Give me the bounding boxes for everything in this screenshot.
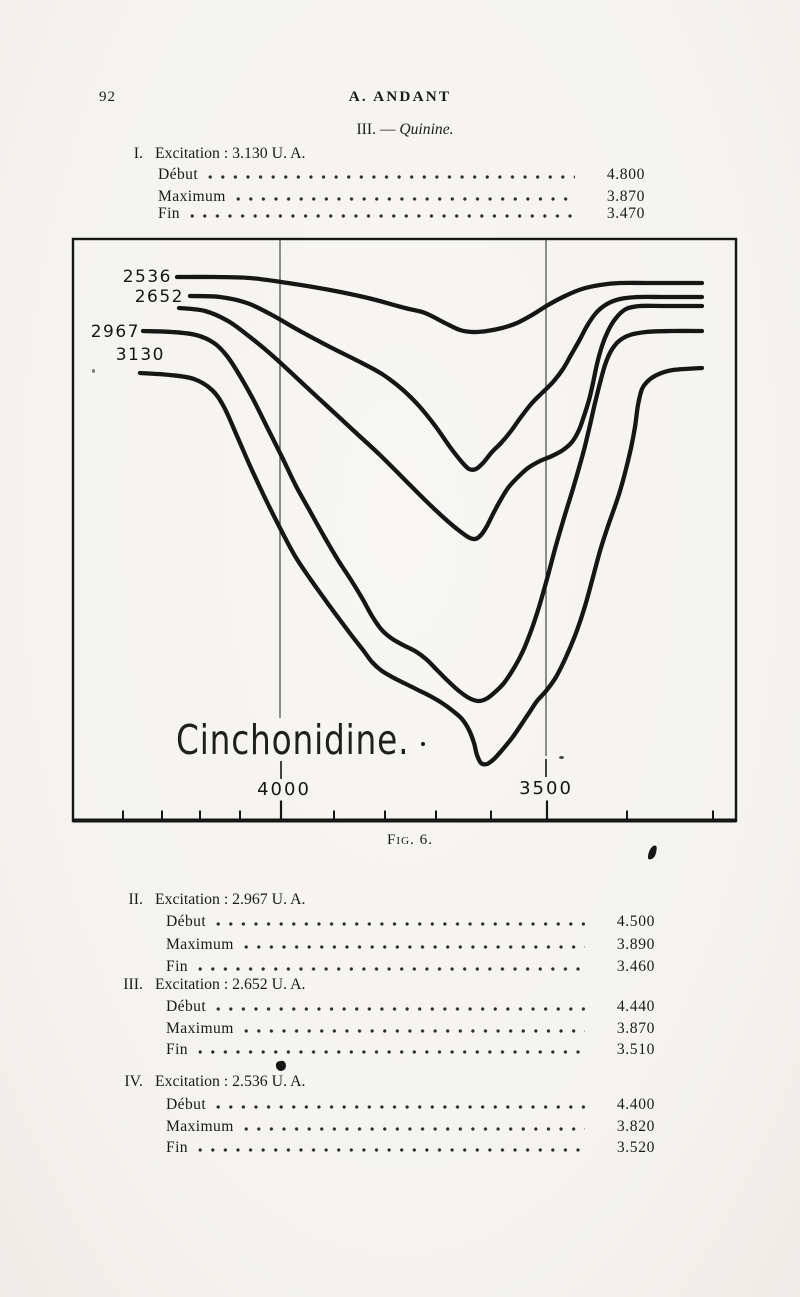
figure-caption: Fig. 6. [386, 831, 434, 848]
row-label: Fin [166, 958, 189, 975]
leader-dots [243, 1121, 585, 1138]
running-head: A. ANDANT [348, 88, 452, 105]
row-value: 3.820 [616, 1118, 655, 1135]
row-label: Maximum [166, 1118, 234, 1135]
table-row: Fin 3.510 [166, 1041, 655, 1061]
row-label: Fin [166, 1041, 189, 1058]
table-row: Début 4.500 [166, 913, 655, 933]
row-value: 4.440 [616, 998, 655, 1015]
entry-numeral: I. [133, 145, 143, 162]
leader-dots [198, 1044, 585, 1061]
table-row: Maximum 3.890 [166, 936, 655, 956]
entry-heading-3: III. Excitation : 2.652 U. A. [101, 976, 305, 995]
table-row: Début 4.400 [166, 1096, 655, 1116]
row-label: Début [158, 166, 199, 183]
row-value: 4.800 [606, 166, 645, 183]
entry-numeral: IV. [124, 1073, 143, 1090]
row-label: Fin [158, 205, 181, 222]
row-label: Maximum [166, 1020, 234, 1037]
leader-dots [216, 916, 585, 933]
table-row: Fin 3.520 [166, 1139, 655, 1159]
curve-label-2536: 2536 [122, 267, 172, 287]
row-value: 3.460 [616, 958, 655, 975]
entry-heading-text: Excitation : 2.536 U. A. [154, 1073, 306, 1090]
figure-title: Cinchonidine. [176, 716, 410, 764]
row-value: 3.520 [616, 1139, 655, 1156]
section-title-prefix: III. — [356, 121, 396, 138]
leader-dots [243, 939, 585, 956]
section-title-name: Quinine. [399, 121, 454, 138]
row-value: 3.470 [606, 205, 645, 222]
table-row: Fin 3.460 [166, 958, 655, 978]
table-row: Maximum 3.870 [158, 188, 645, 208]
leader-dots [198, 1142, 585, 1159]
ink-speck [421, 742, 425, 746]
table-row: Début 4.440 [166, 998, 655, 1018]
leader-dots [208, 169, 575, 186]
row-label: Début [166, 998, 207, 1015]
page-number: 92 [99, 89, 116, 105]
row-value: 3.890 [616, 936, 655, 953]
row-label: Fin [166, 1139, 189, 1156]
leader-dots [190, 208, 575, 225]
leader-dots [235, 191, 575, 208]
row-value: 3.870 [606, 188, 645, 205]
row-label: Début [166, 1096, 207, 1113]
entry-heading-2: II. Excitation : 2.967 U. A. [101, 891, 306, 910]
leader-dots [198, 961, 585, 978]
row-label: Maximum [158, 188, 226, 205]
entry-heading-text: Excitation : 3.130 U. A. [154, 145, 306, 162]
axis-tick-label-4000: 4000 [257, 779, 311, 800]
table-row: Début 4.800 [158, 166, 645, 186]
ink-mark [275, 1060, 287, 1072]
table-row: Maximum 3.820 [166, 1118, 655, 1138]
leader-dots [216, 1099, 585, 1116]
entry-heading-4: IV. Excitation : 2.536 U. A. [101, 1073, 305, 1092]
ink-speck [559, 756, 564, 759]
row-value: 4.500 [616, 913, 655, 930]
section-title: III. — Quinine. [250, 121, 560, 139]
row-label: Début [166, 913, 207, 930]
row-label: Maximum [166, 936, 234, 953]
ink-speck [92, 369, 95, 373]
curve-label-2652: 2652 [134, 287, 184, 307]
row-value: 3.870 [616, 1020, 655, 1037]
entry-heading-text: Excitation : 2.967 U. A. [154, 891, 306, 908]
entry-heading-text: Excitation : 2.652 U. A. [154, 976, 306, 993]
row-value: 3.510 [616, 1041, 655, 1058]
entry-numeral: III. [123, 976, 143, 993]
row-value: 4.400 [616, 1096, 655, 1113]
table-row: Fin 3.470 [158, 205, 645, 225]
entry-heading-1: I. Excitation : 3.130 U. A. [101, 145, 306, 164]
axis-tick-label-3500: 3500 [519, 778, 573, 799]
table-row: Maximum 3.870 [166, 1020, 655, 1040]
curve-label-2967: 2967 [90, 322, 140, 342]
curve-label-3130: 3130 [115, 345, 165, 365]
entry-numeral: II. [128, 891, 143, 908]
ink-mark [646, 844, 659, 861]
leader-dots [243, 1023, 585, 1040]
leader-dots [216, 1001, 585, 1018]
